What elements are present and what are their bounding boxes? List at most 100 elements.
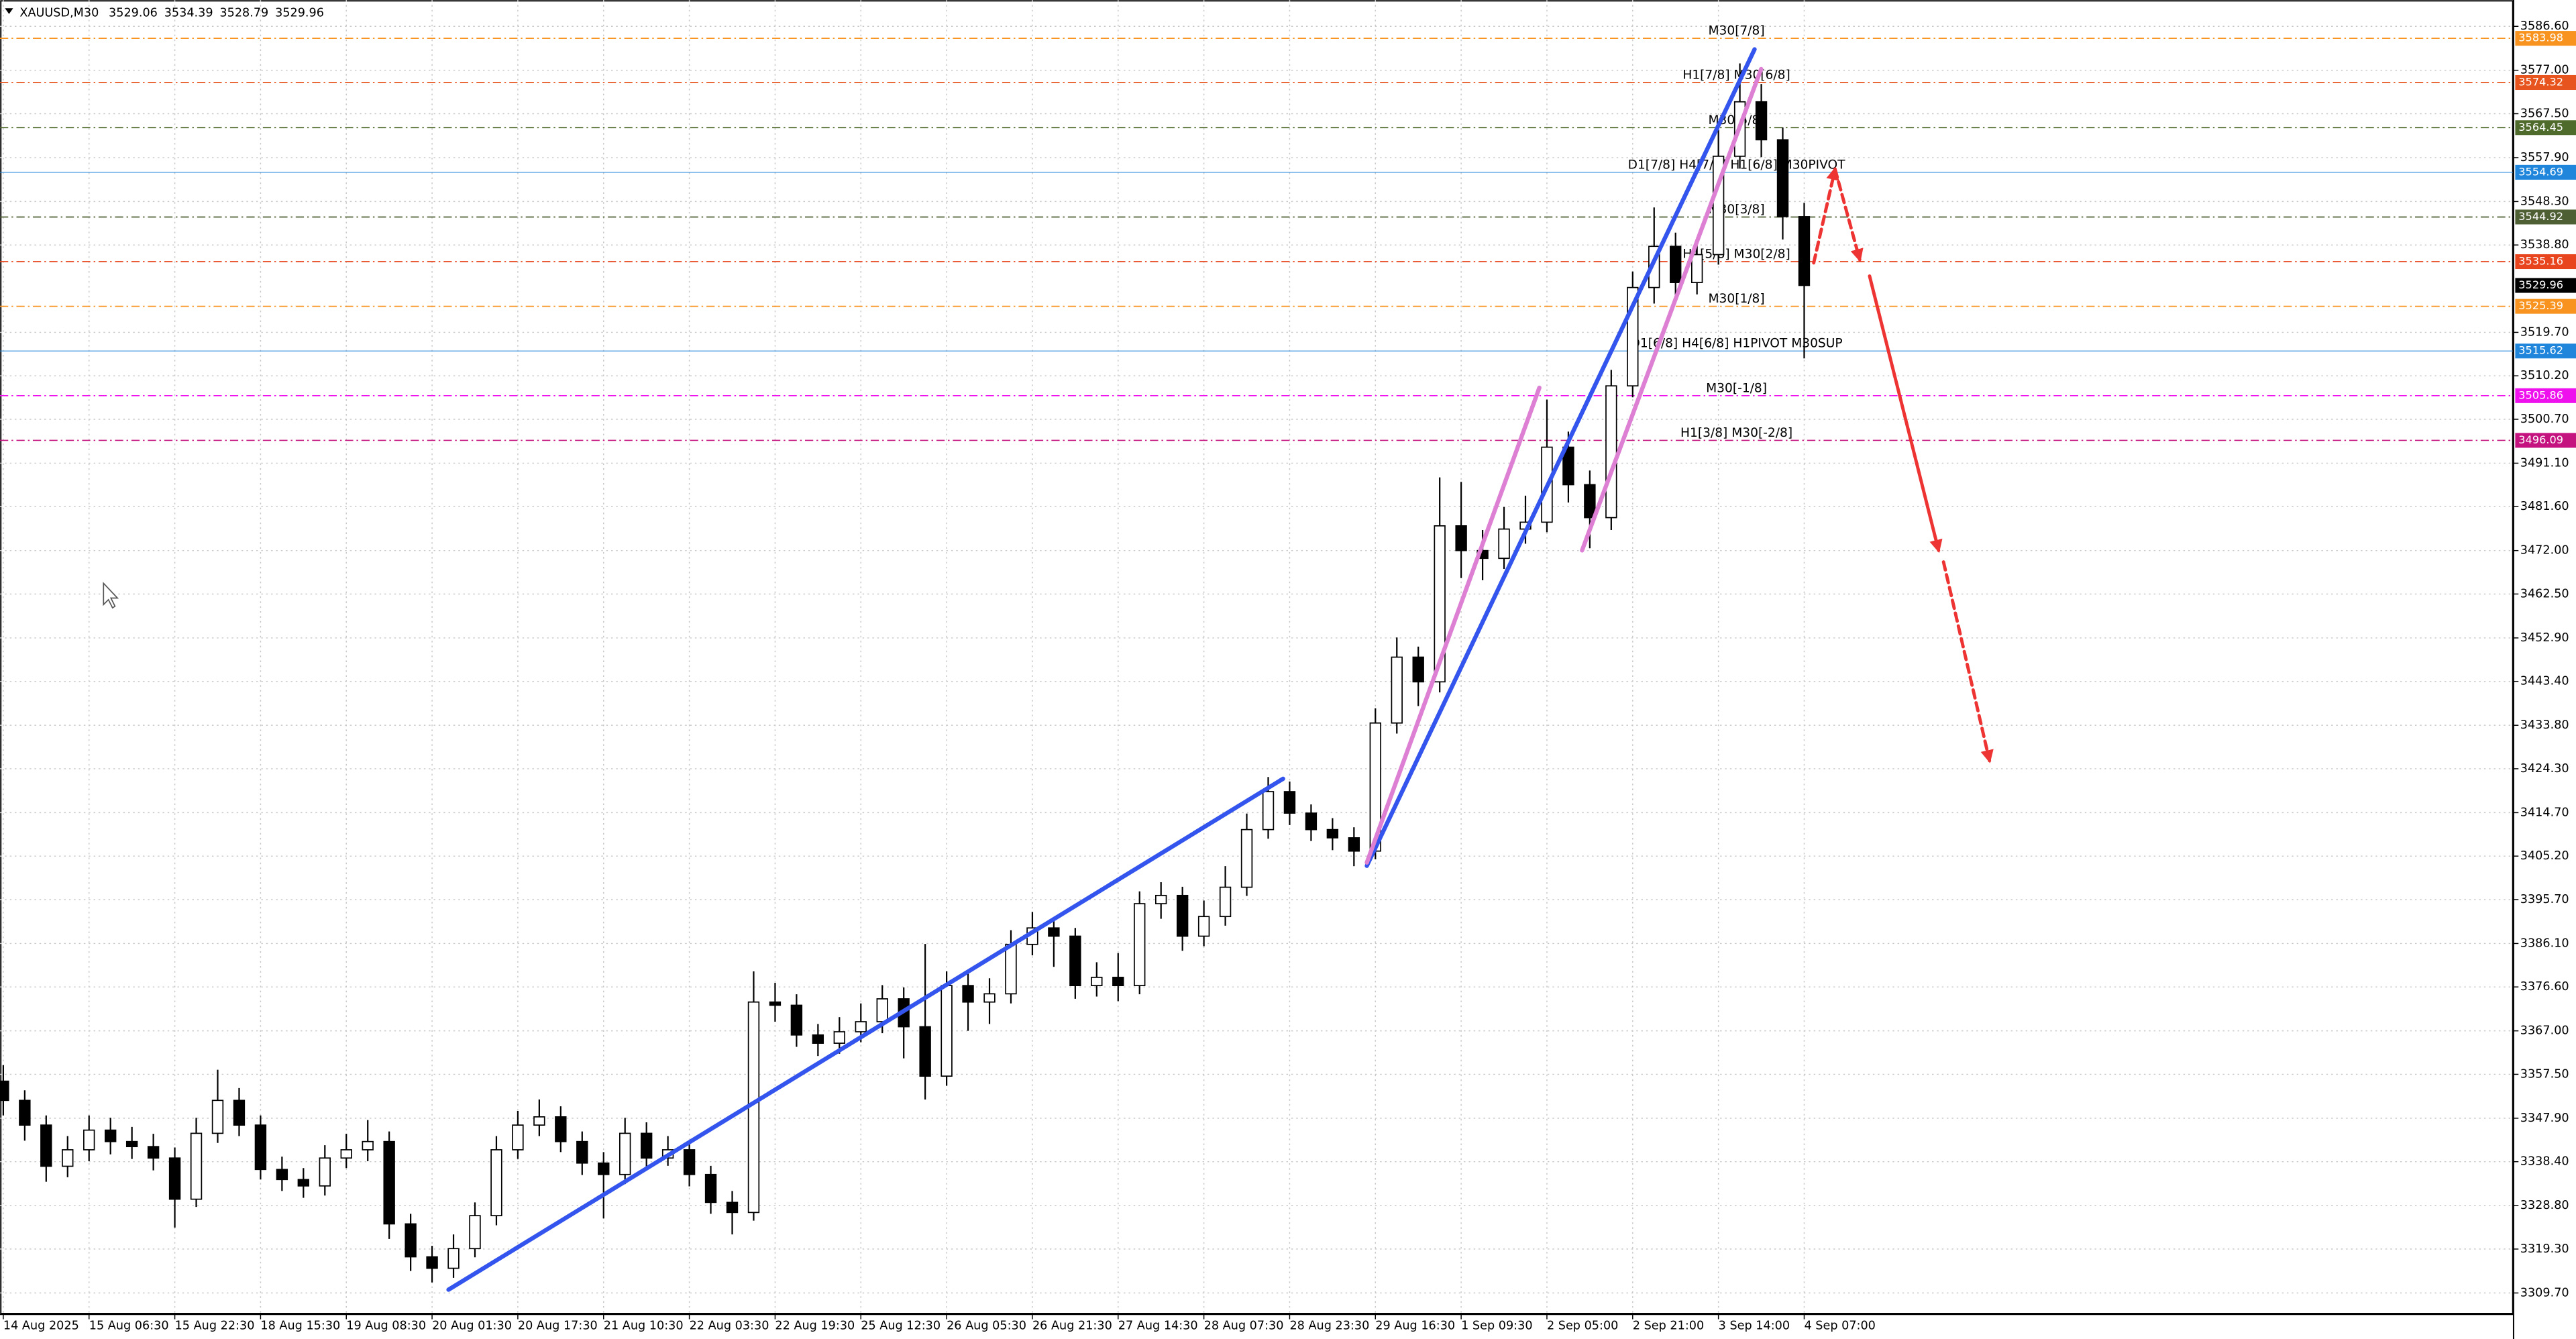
candle-body [619, 1132, 631, 1175]
current-price-label: 3529.96 [2518, 278, 2563, 291]
y-tick-label: 3319.30 [2520, 1242, 2569, 1256]
y-tick-label: 3557.90 [2520, 151, 2569, 164]
y-tick-label: 3367.00 [2520, 1024, 2569, 1038]
y-tick-label: 3538.80 [2520, 238, 2569, 252]
y-tick-label: 3376.60 [2520, 980, 2569, 994]
candle-body [233, 1100, 246, 1126]
x-tick-label: 22 Aug 19:30 [775, 1319, 855, 1332]
candle-body [1348, 837, 1360, 852]
trend-line [1364, 47, 1757, 868]
candle-body [405, 1223, 417, 1258]
grid [0, 0, 2514, 1315]
candle-body [1283, 791, 1296, 814]
level-label: D1[7/8] H4[7/8] H1[6/8] M30PIVOT [1628, 158, 1845, 172]
candle-body [833, 1031, 846, 1044]
y-tick-label: 3519.70 [2520, 325, 2569, 339]
trend-line [446, 776, 1285, 1292]
menu-triangle [5, 8, 13, 14]
candle-body [1262, 791, 1275, 831]
price-box-label: 3554.69 [2518, 165, 2563, 178]
header-high: 3534.39 [164, 7, 213, 20]
candle-body [1005, 943, 1017, 995]
y-tick-label: 3443.40 [2520, 675, 2569, 688]
candle-body [855, 1021, 867, 1032]
candle-body [1091, 977, 1103, 987]
price-box [2515, 299, 2576, 314]
x-tick-label: 20 Aug 17:30 [518, 1319, 598, 1332]
arrow [1812, 166, 1839, 265]
candle-body [0, 1080, 9, 1102]
price-box [2515, 343, 2576, 359]
x-tick-label: 1 Sep 09:30 [1461, 1319, 1532, 1332]
candle-body [254, 1124, 267, 1171]
candle-body [1605, 385, 1617, 519]
price-box-label: 3496.09 [2518, 433, 2563, 446]
candle-body [1755, 101, 1768, 141]
drawings [446, 47, 1994, 1292]
candle-body [490, 1149, 502, 1216]
x-tick-label: 19 Aug 08:30 [346, 1319, 426, 1332]
candle-body [297, 1179, 310, 1187]
candle-body [640, 1132, 653, 1159]
candle-body [1690, 254, 1703, 283]
y-tick-label: 3424.30 [2520, 762, 2569, 775]
candle-body [1498, 528, 1510, 559]
candle-body [1197, 916, 1210, 937]
price-box [2515, 209, 2576, 225]
candle-body [105, 1129, 117, 1142]
candle-body [983, 993, 996, 1003]
candle-body [812, 1034, 824, 1044]
level-label: M30[1/8] [1708, 292, 1764, 306]
candle-body [726, 1201, 739, 1214]
candle-body [1048, 927, 1060, 937]
price-box [2515, 254, 2576, 270]
x-tick-label: 14 Aug 2025 [3, 1319, 79, 1332]
candle-body [876, 998, 888, 1022]
x-tick-label: 27 Aug 14:30 [1118, 1319, 1198, 1332]
candle-body [790, 1004, 803, 1036]
y-tick-label: 3452.90 [2520, 631, 2569, 645]
candle-body [1155, 894, 1167, 904]
price-box-label: 3544.92 [2518, 210, 2563, 223]
candle-body [83, 1129, 95, 1150]
x-tick-label: 2 Sep 05:00 [1547, 1319, 1618, 1332]
candle-body [769, 1001, 782, 1006]
candle-body [1326, 828, 1339, 839]
header: XAUUSD,M30 3529.06 3534.39 3528.79 3529.96 [19, 7, 324, 20]
symbol: XAUUSD,M30 [19, 7, 99, 20]
x-tick-label: 28 Aug 07:30 [1204, 1319, 1284, 1332]
trend-line [1580, 66, 1764, 553]
candle-body [62, 1149, 74, 1167]
candle-body [469, 1215, 481, 1250]
candle-body [1134, 903, 1146, 987]
candle-body [190, 1132, 203, 1200]
candle-body [1305, 812, 1318, 831]
candle-body [512, 1124, 524, 1150]
y-tick-label: 3491.10 [2520, 456, 2569, 470]
candle-body [276, 1169, 288, 1181]
x-tick-label: 20 Aug 01:30 [432, 1319, 512, 1332]
price-box-label: 3564.45 [2518, 121, 2563, 133]
candle-body [1434, 525, 1446, 683]
candle-body [1219, 886, 1232, 918]
x-tick-label: 21 Aug 10:30 [604, 1319, 684, 1332]
arrow [1833, 167, 1864, 262]
current-price-box [2515, 278, 2576, 293]
price-box [2515, 433, 2576, 448]
candle-body [340, 1149, 352, 1159]
candle-body [426, 1256, 438, 1269]
header-low: 3528.79 [219, 7, 268, 20]
price-box-label: 3574.32 [2518, 75, 2563, 88]
arrow [1941, 560, 1994, 763]
x-tick-label: 4 Sep 07:00 [1804, 1319, 1875, 1332]
x-tick-label: 18 Aug 15:30 [260, 1319, 340, 1332]
price-box-label: 3535.16 [2518, 255, 2563, 268]
price-box [2515, 388, 2576, 403]
candle-body [555, 1116, 567, 1142]
y-tick-label: 3462.50 [2520, 587, 2569, 600]
y-tick-label: 3510.20 [2520, 369, 2569, 382]
candle-body [383, 1140, 395, 1225]
x-tick-label: 3 Sep 14:00 [1719, 1319, 1790, 1332]
